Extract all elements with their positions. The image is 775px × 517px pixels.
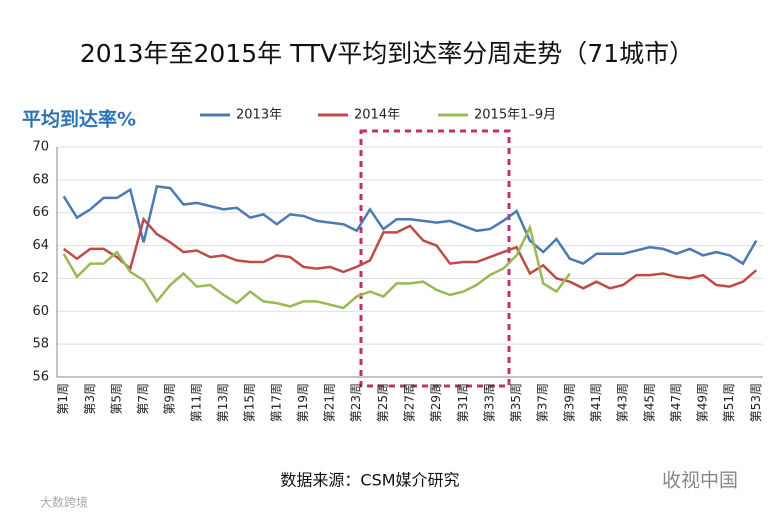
x-tick-label: 第39周 (562, 383, 576, 422)
x-tick-label: 第25周 (376, 383, 390, 422)
x-tick-label: 第3周 (83, 383, 97, 415)
x-tick-label: 第43周 (616, 383, 630, 422)
chart-frame (10, 100, 770, 460)
y-tick-label: 60 (32, 304, 49, 319)
x-tick-label: 第35周 (509, 383, 523, 422)
y-tick-label: 58 (32, 337, 49, 352)
watermark: 收视中国 (662, 470, 738, 492)
y-tick-label: 64 (32, 238, 49, 253)
x-tick-label: 第9周 (163, 383, 177, 415)
series-line (62, 216, 758, 290)
source: 数据来源：CSM媒介研究 (280, 471, 459, 490)
x-tick-label: 第47周 (669, 383, 683, 422)
x-tick-label: 第27周 (403, 383, 417, 422)
y-tick-label: 68 (32, 172, 49, 187)
x-tick-label: 第5周 (109, 383, 123, 415)
series-line (62, 185, 758, 266)
x-tick-label: 第31周 (456, 383, 470, 422)
legend-label: 2015年1–9月 (474, 108, 556, 123)
x-tick-label: 第1周 (56, 383, 70, 415)
x-tick-label: 第29周 (429, 383, 443, 422)
x-tick-label: 第11周 (189, 383, 203, 422)
x-tick-label: 第49周 (696, 383, 710, 422)
x-tick-label: 第7周 (136, 383, 150, 415)
y-tick-label: 66 (32, 205, 49, 220)
x-tick-label: 第21周 (323, 383, 337, 422)
y-tick-label: 70 (32, 140, 49, 155)
subtitle: 平均到达率% (22, 108, 136, 131)
series-line (62, 223, 571, 310)
legend-label: 2013年 (236, 108, 282, 123)
x-tick-label: 第17周 (269, 383, 283, 422)
legend-label: 2014年 (354, 108, 400, 123)
x-tick-label: 第33周 (482, 383, 496, 422)
x-tick-label: 第53周 (749, 383, 763, 422)
highlight-box (359, 129, 511, 388)
x-tick-label: 第41周 (589, 383, 603, 422)
chart-title: 2013年至2015年 TTV平均到达率分周走势（71城市） (80, 39, 694, 68)
x-tick-label: 第19周 (296, 383, 310, 422)
x-tick-label: 第15周 (243, 383, 257, 422)
watermark2: 大数跨境 (40, 495, 88, 510)
y-tick-label: 62 (32, 271, 49, 286)
y-tick-label: 56 (32, 370, 49, 385)
x-tick-label: 第23周 (349, 383, 363, 422)
x-tick-label: 第37周 (536, 383, 550, 422)
x-tick-label: 第45周 (642, 383, 656, 422)
x-tick-label: 第51周 (722, 383, 736, 422)
x-tick-label: 第13周 (216, 383, 230, 422)
